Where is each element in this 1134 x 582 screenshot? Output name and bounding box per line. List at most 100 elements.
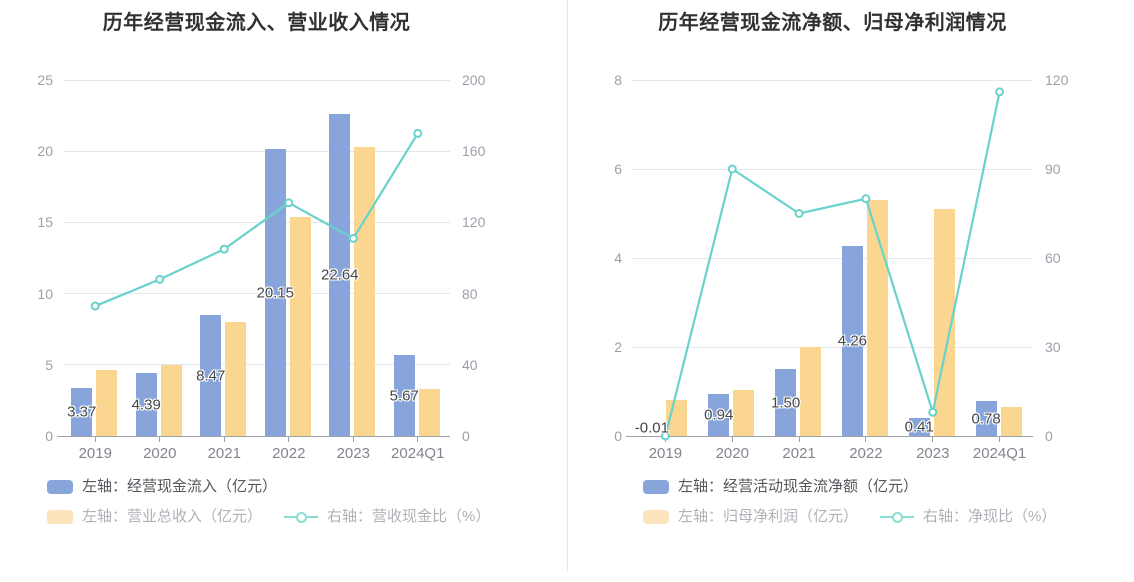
x-axis-tick-label: 2022	[272, 445, 306, 462]
gridline	[63, 150, 450, 152]
bar-series-primary	[135, 373, 157, 436]
legend-item-revenue-cash-ratio[interactable]: 右轴：营收现金比（%）	[284, 508, 490, 525]
y-axis-tick-label-right: 0	[462, 428, 470, 444]
y-axis-tick-label-right: 0	[1045, 428, 1053, 444]
bar-series-secondary	[933, 209, 955, 436]
bar-value-label: 0.78	[971, 410, 1001, 428]
y-axis-tick-label-right: 40	[462, 356, 478, 373]
legend-item-net-profit[interactable]: 左轴：归母净利润（亿元）	[643, 508, 858, 525]
line-point-marker	[90, 301, 100, 311]
x-axis-tick-mark	[352, 437, 354, 442]
x-axis-tick-label: 2022	[849, 445, 883, 462]
bar-value-label: 3.37	[67, 403, 97, 421]
y-axis-tick-label-left: 0	[45, 428, 53, 444]
gridline	[632, 257, 1033, 259]
x-axis-tick-label: 2019	[648, 445, 683, 462]
y-axis-tick-label-left: 4	[614, 250, 622, 266]
legend-swatch-yellow	[643, 509, 669, 524]
bar-value-label: 4.26	[837, 332, 868, 350]
legend-row: 左轴：归母净利润（亿元） 右轴：净现比（%）	[643, 508, 1056, 525]
line-point-marker	[155, 274, 165, 284]
x-axis-tick-label: 2023	[916, 445, 950, 462]
legend-label: 左轴：营业总收入（亿元）	[82, 508, 263, 525]
bar-value-label: 0.41	[904, 418, 934, 436]
chart-title: 历年经营现金流入、营业收入情况	[102, 12, 411, 34]
bar-value-label: 8.47	[196, 367, 226, 385]
legend-label: 左轴：经营现金流入（亿元）	[82, 478, 278, 495]
bar-value-label: 20.15	[256, 284, 295, 302]
x-axis-tick-mark	[288, 437, 290, 442]
legend-line-marker-icon	[284, 510, 319, 524]
legend-label: 左轴：归母净利润（亿元）	[678, 508, 859, 525]
plot-area: 0 5 10 15 20 25 0 40 80 120 160 200 2019 2020 2021 2022…	[37, 72, 486, 462]
x-axis-line	[57, 436, 450, 437]
bar-series-primary	[71, 388, 93, 436]
x-axis-tick-mark	[94, 437, 96, 442]
legend-item-net-cash-ratio[interactable]: 右轴：净现比（%）	[880, 508, 1056, 525]
bar-series-primary	[200, 315, 222, 436]
legend-line-ring	[296, 511, 308, 523]
line-point-marker	[794, 209, 804, 218]
legend-label: 左轴：经营活动现金流净额（亿元）	[678, 478, 919, 495]
y-axis-tick-label-right: 60	[1045, 250, 1061, 266]
bar-series-secondary	[418, 389, 440, 436]
bar-series-secondary	[160, 364, 182, 436]
gridline	[63, 364, 450, 366]
bar-value-label: -0.01	[634, 419, 670, 437]
legend: 左轴：经营现金流入（亿元） 左轴：营业总收入（亿元） 右轴：营收现金比（%）	[47, 478, 490, 525]
x-axis-tick-label: 2024Q1	[972, 445, 1027, 462]
y-axis-tick-label-left: 15	[37, 214, 53, 231]
legend: 左轴：经营活动现金流净额（亿元） 左轴：归母净利润（亿元） 右轴：净现比（%）	[643, 478, 1056, 525]
x-axis-tick-label: 2023	[336, 445, 370, 462]
y-axis-tick-label-right: 120	[1045, 72, 1069, 88]
x-axis-tick-mark	[223, 437, 225, 442]
y-axis-tick-label-right: 80	[462, 285, 478, 302]
x-axis-tick-mark	[798, 437, 800, 442]
y-axis-tick-label-left: 20	[37, 143, 53, 160]
x-axis-tick-mark	[865, 437, 867, 442]
x-axis-tick-mark	[664, 437, 666, 442]
y-axis-tick-label-right: 120	[462, 214, 486, 231]
legend-item-operating-cash-inflow[interactable]: 左轴：经营现金流入（亿元）	[47, 478, 277, 495]
chart-title: 历年经营现金流净额、归母净利润情况	[658, 12, 1007, 34]
x-axis-tick-label: 2020	[715, 445, 749, 462]
legend-item-total-revenue[interactable]: 左轴：营业总收入（亿元）	[47, 508, 262, 525]
legend-line-marker-icon	[880, 510, 915, 524]
y-axis-tick-label-right: 90	[1045, 161, 1061, 177]
bar-value-label: 0.94	[704, 406, 734, 424]
bar-series-secondary	[225, 322, 247, 436]
y-axis-tick-label-left: 0	[614, 428, 622, 444]
bar-series-secondary	[96, 370, 118, 436]
bar-value-label: 1.50	[770, 394, 801, 412]
gridline	[632, 79, 1033, 81]
legend-swatch-yellow	[47, 509, 73, 524]
line-point-marker	[995, 87, 1005, 97]
gridline	[632, 168, 1033, 170]
legend-swatch-blue	[643, 479, 669, 494]
bar-series-secondary	[733, 390, 755, 436]
line-point-marker	[284, 198, 294, 208]
y-axis-tick-label-right: 160	[462, 143, 486, 160]
x-axis-tick-mark	[159, 437, 161, 442]
bar-series-secondary	[866, 200, 888, 436]
x-axis-tick-label: 2024Q1	[391, 445, 445, 462]
y-axis-tick-label-left: 10	[37, 285, 53, 302]
legend-item-net-operating-cash-flow[interactable]: 左轴：经营活动现金流净额（亿元）	[643, 478, 918, 495]
line-point-marker	[413, 128, 423, 138]
x-axis-tick-label: 2021	[782, 445, 816, 462]
legend-row: 左轴：营业总收入（亿元） 右轴：营收现金比（%）	[47, 508, 490, 525]
y-axis-tick-label-right: 30	[1045, 339, 1061, 355]
y-axis-tick-label-left: 2	[614, 339, 622, 355]
gridline	[632, 346, 1033, 348]
x-axis-tick-mark	[999, 437, 1001, 442]
bar-series-secondary	[800, 347, 822, 436]
line-point-marker	[219, 244, 229, 254]
y-axis-tick-label-right: 200	[462, 72, 486, 88]
bar-value-label: 4.39	[131, 396, 161, 414]
x-axis-line	[626, 436, 1033, 437]
gridline	[63, 221, 450, 223]
legend-label: 右轴：营收现金比（%）	[327, 508, 491, 525]
bar-value-label: 5.67	[389, 387, 419, 405]
gridline	[63, 79, 450, 81]
